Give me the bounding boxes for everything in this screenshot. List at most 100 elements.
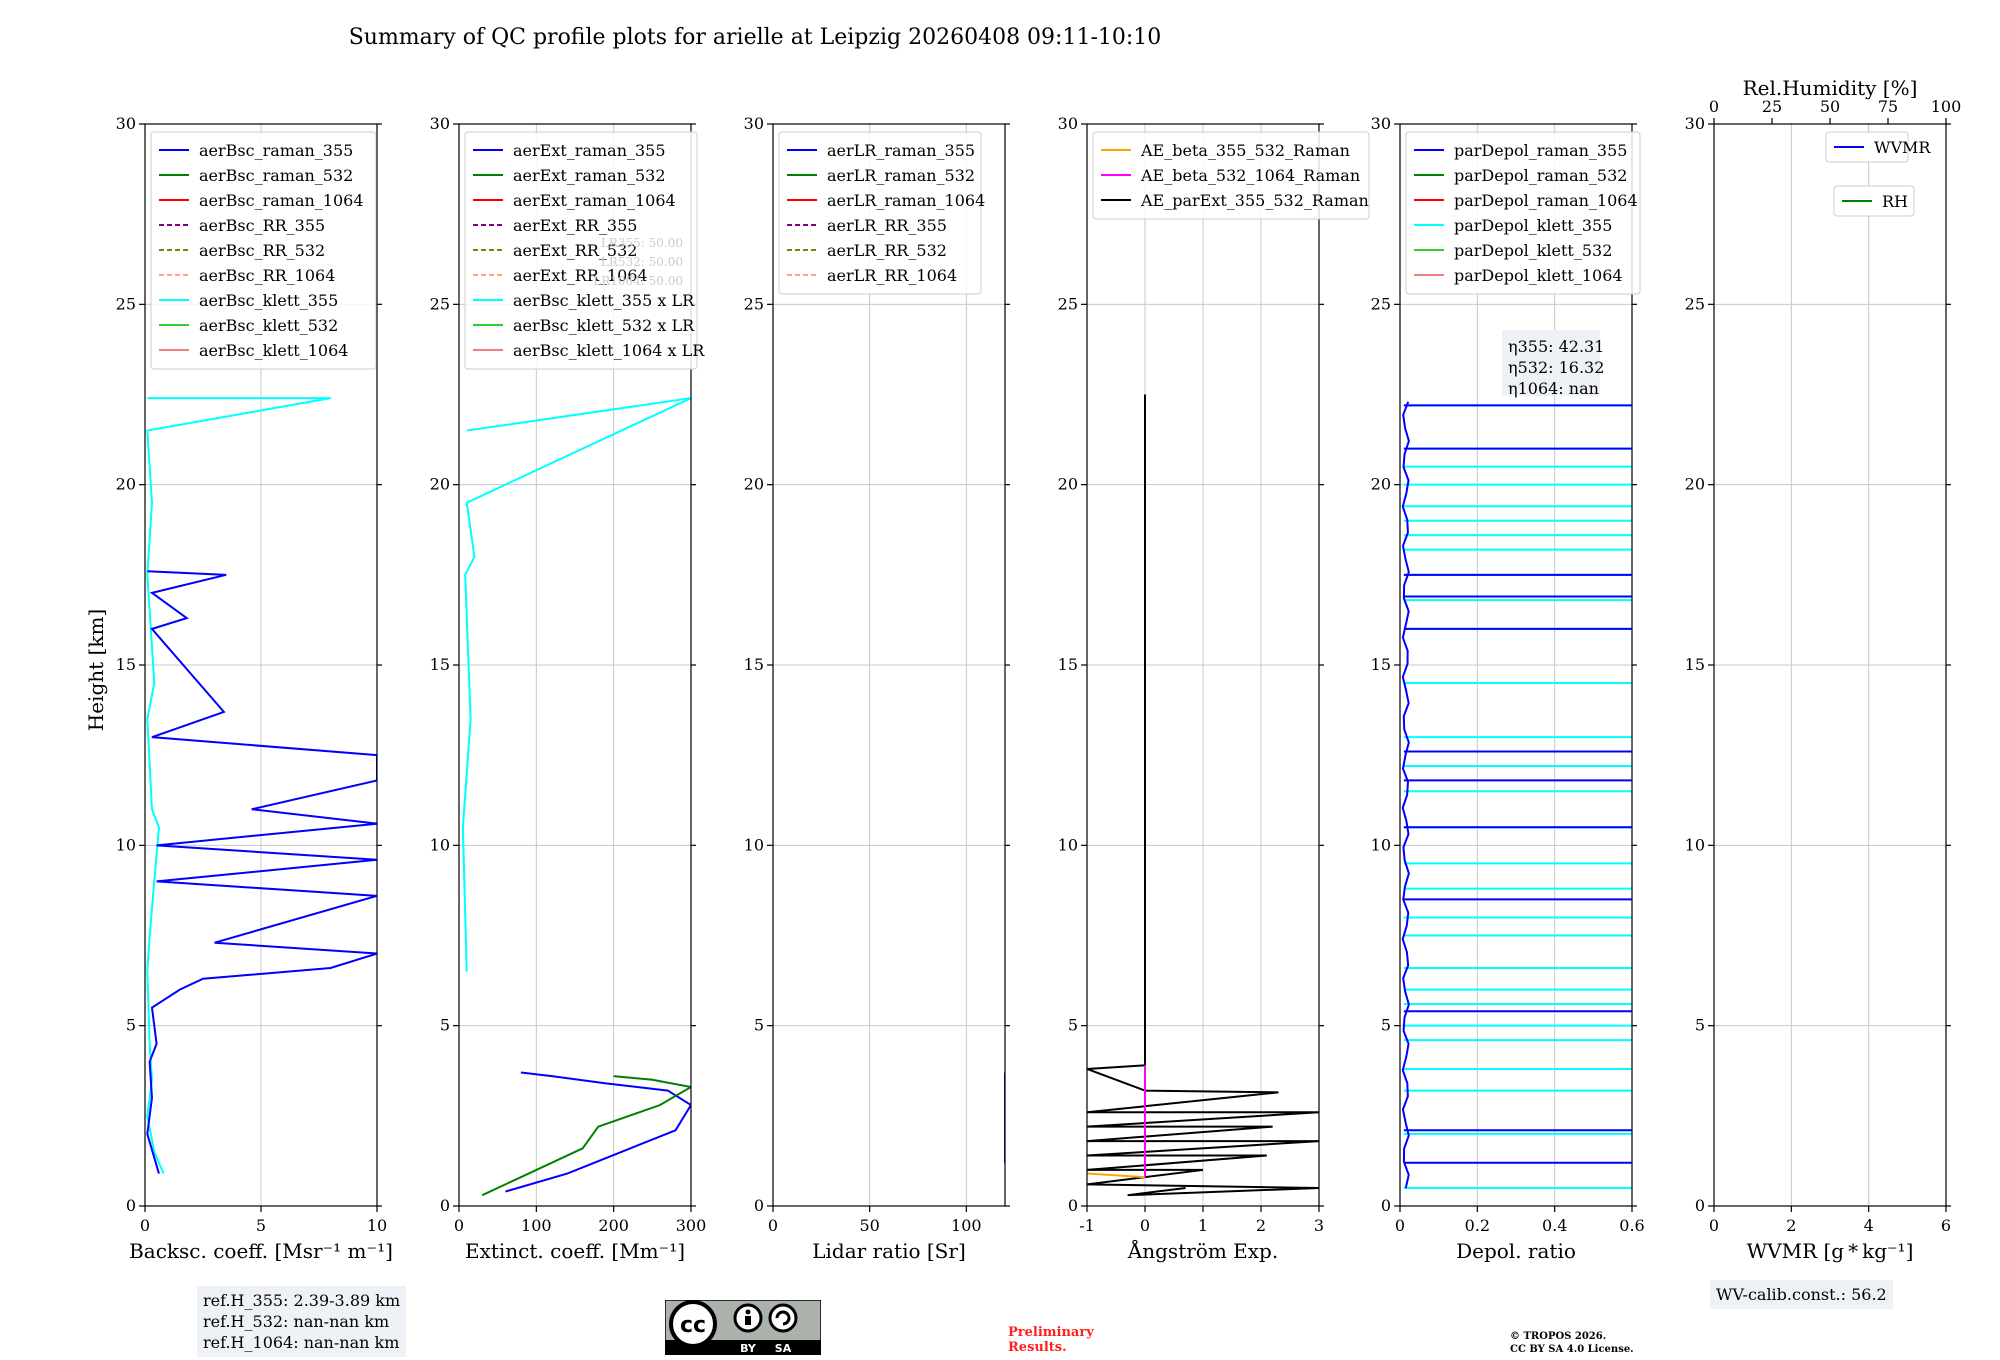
line-aerBsc_klett_355 <box>146 397 331 1174</box>
xtick-label-6: 6 <box>1941 1216 1951 1235</box>
xtick-label-0: 0 <box>768 1216 778 1235</box>
ytick-label-15: 15 <box>430 655 450 674</box>
top-xtick-label-0: 0 <box>1709 97 1719 116</box>
legend-label-aerBsc_RR_532: aerBsc_RR_532 <box>199 241 325 260</box>
line-aerBsc_raman_355 <box>146 570 377 1174</box>
panel-extinction: 0 100 200 300 0 5 10 15 20 25 30 Extinct. coeff. [M… <box>430 114 707 1263</box>
xlabel-backscatter: Backsc. coeff. [Msr⁻¹ m⁻¹] <box>129 1239 393 1263</box>
panel-wvmr: 0 2 4 6 0 5 10 15 20 25 30 WVMR [g * kg⁻¹] 0 25 50 75 10… <box>1685 76 1962 1263</box>
line-aerBsc_klett_355 x LR <box>461 397 691 972</box>
xtick-label-0: 0 <box>140 1216 150 1235</box>
copyright-line-2: CC BY SA 4.0 License. <box>1510 1344 1634 1355</box>
ref-height-532: ref.H_532: nan-nan km <box>203 1312 390 1331</box>
ytick-label-10: 10 <box>1058 835 1078 854</box>
legend-label-parDepol_raman_1064: parDepol_raman_1064 <box>1454 191 1638 210</box>
panel-depol: 0 0.2 0.4 0.6 0 5 10 15 20 25 30 Depol. ratio parDep… <box>1371 114 1645 1263</box>
xtick-label-200: 200 <box>598 1216 629 1235</box>
legend-label-aerBsc_klett_532: aerBsc_klett_532 <box>199 316 338 335</box>
xlabel-depol: Depol. ratio <box>1456 1239 1576 1263</box>
wv-calib-const: WV-calib.const.: 56.2 <box>1716 1285 1887 1304</box>
xtick-label-300: 300 <box>676 1216 707 1235</box>
ytick-label-15: 15 <box>1058 655 1078 674</box>
xtick-label-100: 100 <box>521 1216 552 1235</box>
xtick-label-100: 100 <box>951 1216 982 1235</box>
xlabel-angstrom: Ångström Exp. <box>1127 1238 1278 1263</box>
ytick-label-5: 5 <box>440 1016 450 1035</box>
ytick-label-20: 20 <box>116 475 136 494</box>
legend-label-aerExt_RR_532: aerExt_RR_532 <box>513 241 637 260</box>
ytick-label-0: 0 <box>126 1196 136 1215</box>
xtick-label-0.2: 0.2 <box>1465 1216 1490 1235</box>
copyright-line-1: © TROPOS 2026. <box>1510 1331 1607 1342</box>
preliminary-note: Preliminary Results. <box>1008 1325 1094 1355</box>
legend-label-RH: RH <box>1882 192 1908 211</box>
ytick-label-25: 25 <box>744 294 764 313</box>
legend-label-parDepol_raman_355: parDepol_raman_355 <box>1454 141 1627 160</box>
legend-label-aerBsc_raman_355: aerBsc_raman_355 <box>199 141 353 160</box>
panel-backscatter: 0 5 10 0 5 10 15 20 25 30 Backsc. coeff. [Msr⁻¹ m⁻… <box>116 114 393 1263</box>
legend-label-parDepol_klett_355: parDepol_klett_355 <box>1454 216 1612 235</box>
ytick-label-5: 5 <box>1695 1016 1705 1035</box>
ytick-label-30: 30 <box>744 114 764 133</box>
ref-height-1064: ref.H_1064: nan-nan km <box>203 1333 400 1352</box>
ytick-label-25: 25 <box>116 294 136 313</box>
legend-label-aerBsc_klett_532 x LR: aerBsc_klett_532 x LR <box>513 316 695 335</box>
legend-label-aerBsc_raman_532: aerBsc_raman_532 <box>199 166 353 185</box>
xtick-label-0.4: 0.4 <box>1542 1216 1567 1235</box>
eta-label-2: η1064: nan <box>1508 379 1599 398</box>
top-xtick-label-75: 75 <box>1878 97 1898 116</box>
ytick-label-0: 0 <box>754 1196 764 1215</box>
ytick-label-30: 30 <box>430 114 450 133</box>
legend-label-aerLR_RR_1064: aerLR_RR_1064 <box>827 266 957 285</box>
ytick-label-0: 0 <box>440 1196 450 1215</box>
data-layer-backscatter <box>146 397 377 1174</box>
legend-label-aerLR_raman_355: aerLR_raman_355 <box>827 141 975 160</box>
ytick-label-30: 30 <box>1058 114 1078 133</box>
legend-label-aerLR_raman_532: aerLR_raman_532 <box>827 166 975 185</box>
ytick-label-0: 0 <box>1068 1196 1078 1215</box>
legend-label-aerBsc_klett_1064 x LR: aerBsc_klett_1064 x LR <box>513 341 705 360</box>
top-xtick-label-100: 100 <box>1931 97 1962 116</box>
legend-label-WVMR: WVMR <box>1874 138 1931 157</box>
legend-label-aerExt_raman_532: aerExt_raman_532 <box>513 166 666 185</box>
xtick-label-0: 0 <box>454 1216 464 1235</box>
y-axis-label: Height [km] <box>84 609 108 731</box>
ytick-label-15: 15 <box>1685 655 1705 674</box>
legend-label-aerExt_raman_1064: aerExt_raman_1064 <box>513 191 676 210</box>
legend-label-aerBsc_klett_1064: aerBsc_klett_1064 <box>199 341 348 360</box>
legend-label-aerBsc_RR_355: aerBsc_RR_355 <box>199 216 325 235</box>
data-layer-depol <box>1401 401 1632 1189</box>
legend-label-aerLR_raman_1064: aerLR_raman_1064 <box>827 191 985 210</box>
legend-label-AE_parExt_355_532_Raman: AE_parExt_355_532_Raman <box>1140 191 1369 210</box>
ytick-label-15: 15 <box>744 655 764 674</box>
data-layer-extinction <box>461 397 691 1197</box>
legend-label-AE_beta_355_532_Raman: AE_beta_355_532_Raman <box>1140 141 1350 160</box>
xtick-label-50: 50 <box>859 1216 879 1235</box>
sa-label: SA <box>775 1342 792 1355</box>
top-axis-label: Rel.Humidity [%] <box>1743 76 1918 100</box>
ref-height-box: ref.H_355: 2.39-3.89 km ref.H_532: nan-n… <box>197 1286 407 1357</box>
ytick-label-10: 10 <box>430 835 450 854</box>
panel-lidarratio: 0 50 100 0 5 10 15 20 25 30 Lidar ratio [Sr] aerLR_… <box>744 114 1010 1263</box>
legend-label-AE_beta_532_1064_Raman: AE_beta_532_1064_Raman <box>1140 166 1360 185</box>
ytick-label-0: 0 <box>1695 1196 1705 1215</box>
ytick-label-15: 15 <box>116 655 136 674</box>
ytick-label-25: 25 <box>1685 294 1705 313</box>
lr-label-1: LR532: 50.00 <box>601 255 683 269</box>
ytick-label-0: 0 <box>1381 1196 1391 1215</box>
top-xtick-label-25: 25 <box>1762 97 1782 116</box>
xtick-label-0: 0 <box>1709 1216 1719 1235</box>
xtick-label-5: 5 <box>256 1216 266 1235</box>
line-AE_beta_355_532_Raman <box>1087 1172 1146 1179</box>
legend-label-aerBsc_klett_355 x LR: aerBsc_klett_355 x LR <box>513 291 695 310</box>
legend-label-aerExt_RR_1064: aerExt_RR_1064 <box>513 266 648 285</box>
lr-label-2: LR1064: 50.00 <box>593 274 683 288</box>
data-layer-angstrom <box>1087 394 1319 1197</box>
line-aerExt_raman_532 <box>481 1075 691 1197</box>
xtick-label-0.6: 0.6 <box>1619 1216 1644 1235</box>
legend-label-aerExt_RR_355: aerExt_RR_355 <box>513 216 637 235</box>
legend-angstrom <box>1092 131 1370 220</box>
xtick-label-0: 0 <box>1140 1216 1150 1235</box>
by-label: BY <box>740 1342 757 1355</box>
